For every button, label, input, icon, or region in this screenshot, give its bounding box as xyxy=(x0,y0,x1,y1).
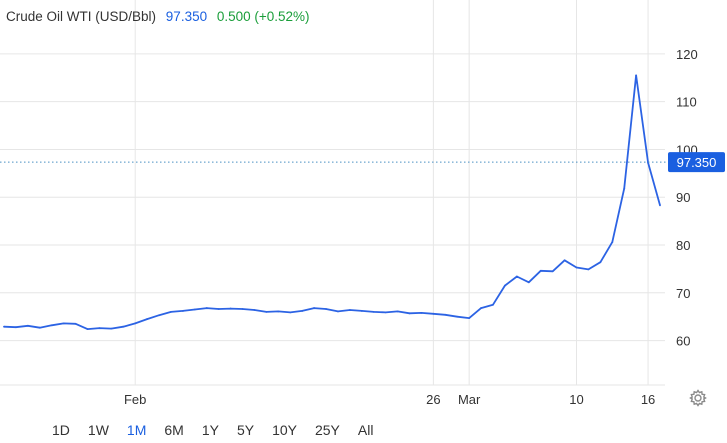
y-tick-label: 120 xyxy=(676,47,698,62)
x-tick-label: Feb xyxy=(124,392,146,407)
data-point xyxy=(611,241,614,244)
data-point xyxy=(384,311,387,314)
gear-icon[interactable] xyxy=(688,388,708,408)
y-tick-label: 60 xyxy=(676,334,690,349)
range-button-10y[interactable]: 10Y xyxy=(272,422,297,438)
data-point xyxy=(205,307,208,309)
data-point xyxy=(444,313,447,316)
data-point xyxy=(480,307,482,309)
data-point xyxy=(182,310,184,312)
symbol-title: Crude Oil WTI (USD/Bbl) xyxy=(6,9,157,24)
data-point xyxy=(217,308,220,310)
data-point xyxy=(635,74,638,77)
data-point xyxy=(432,312,435,315)
data-point xyxy=(468,317,471,320)
data-point xyxy=(277,310,280,313)
time-range-selector: 1D 1W 1M 6M 1Y 5Y 10Y 25Y All xyxy=(52,422,391,438)
data-point xyxy=(360,310,363,312)
data-point xyxy=(337,310,339,313)
data-point xyxy=(3,325,5,328)
range-button-all[interactable]: All xyxy=(357,422,374,438)
range-button-5y[interactable]: 5Y xyxy=(236,422,255,438)
y-tick-label: 80 xyxy=(676,238,690,253)
data-point xyxy=(98,327,101,330)
data-point xyxy=(62,322,65,325)
data-point xyxy=(229,307,232,310)
data-point xyxy=(289,311,292,314)
chart-header: Crude Oil WTI (USD/Bbl) 97.350 0.500 (+0… xyxy=(6,9,316,24)
data-point xyxy=(193,308,196,311)
data-point xyxy=(146,318,149,320)
data-point xyxy=(575,266,578,269)
data-point xyxy=(253,309,256,311)
x-tick-label: 10 xyxy=(569,392,583,407)
data-point xyxy=(38,326,41,329)
data-point xyxy=(313,307,316,309)
price-change: 0.500 (+0.52%) xyxy=(216,9,310,24)
data-point xyxy=(301,310,304,312)
data-point xyxy=(527,281,530,284)
y-tick-label: 110 xyxy=(676,95,697,110)
current-price: 97.350 xyxy=(165,9,208,24)
data-point xyxy=(659,204,661,207)
data-point xyxy=(396,310,399,313)
last-price-label: 97.350 xyxy=(677,155,717,170)
data-point xyxy=(587,268,590,271)
data-point xyxy=(241,308,244,310)
range-button-1d[interactable]: 1D xyxy=(52,422,70,438)
last-price-badge xyxy=(668,152,725,173)
data-point xyxy=(134,322,137,325)
x-tick-label: 16 xyxy=(641,392,655,407)
price-series-line xyxy=(3,74,661,331)
data-point xyxy=(563,259,566,262)
data-point xyxy=(456,315,459,318)
range-button-25y[interactable]: 25Y xyxy=(314,422,340,438)
data-point xyxy=(50,324,53,327)
data-point xyxy=(26,324,29,327)
range-button-1w[interactable]: 1W xyxy=(87,422,109,438)
data-point xyxy=(110,327,113,330)
y-tick-label: 90 xyxy=(676,190,690,205)
data-point xyxy=(74,322,77,325)
data-point xyxy=(325,308,327,310)
data-point xyxy=(504,284,506,287)
data-point xyxy=(515,275,518,278)
y-tick-label: 70 xyxy=(676,286,690,301)
data-point xyxy=(86,328,89,330)
data-point xyxy=(539,269,542,272)
data-point xyxy=(623,187,626,190)
data-point xyxy=(15,326,17,329)
data-point xyxy=(122,325,125,328)
data-point xyxy=(420,311,423,314)
data-point xyxy=(408,312,411,315)
range-button-1m[interactable]: 1M xyxy=(126,422,147,438)
x-tick-label: Mar xyxy=(458,392,481,407)
data-point xyxy=(265,310,268,313)
data-point xyxy=(372,310,375,313)
range-button-1y[interactable]: 1Y xyxy=(201,422,219,438)
data-point xyxy=(551,270,554,273)
range-button-6m[interactable]: 6M xyxy=(164,422,184,438)
data-point xyxy=(492,303,494,306)
data-point xyxy=(158,314,160,317)
data-point xyxy=(170,310,172,313)
x-tick-label: 26 xyxy=(426,392,440,407)
data-point xyxy=(348,309,351,311)
data-point xyxy=(599,261,602,264)
